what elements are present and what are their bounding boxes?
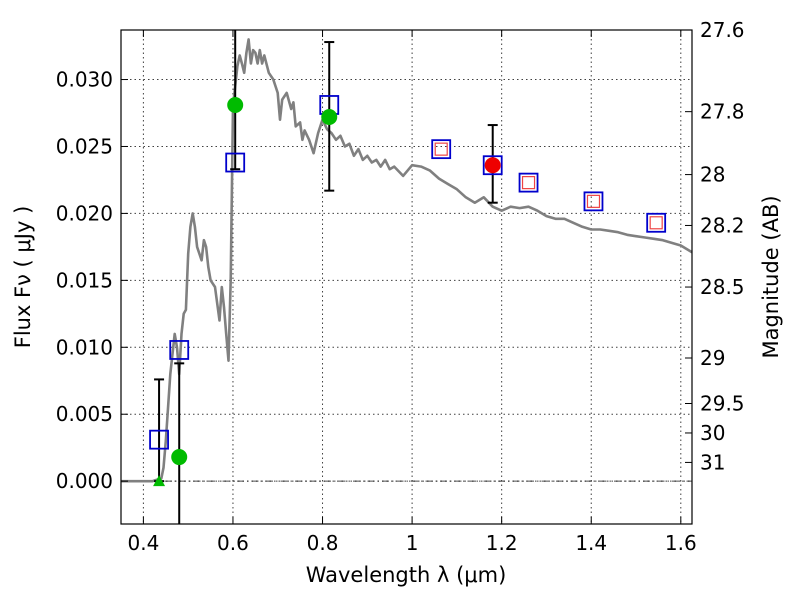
model-photometry-square: [225, 152, 246, 173]
y-tick-label: 0.020: [56, 201, 113, 225]
model-photometry-square: [646, 212, 667, 233]
model-photometry-square: [431, 139, 452, 160]
near-ir-inner-square: [434, 142, 448, 156]
observed-flux-point: [321, 109, 338, 126]
model-photometry-square: [518, 172, 539, 193]
y-axis-title: Flux Fν ( μJy ): [11, 206, 35, 349]
plot-frame: [120, 29, 693, 525]
observed-flux-point: [171, 449, 188, 466]
x-tick-label: 1.4: [575, 531, 607, 555]
right-tick-label: 28.5: [700, 275, 745, 299]
model-photometry-square: [169, 340, 190, 360]
model-photometry-square: [149, 429, 169, 450]
right-tick-label: 28.2: [700, 213, 745, 237]
grid: [121, 30, 692, 524]
y-tick-label: 0.010: [56, 335, 113, 359]
right-tick-label: 29.5: [700, 392, 745, 416]
right-tick-label: 27.8: [700, 100, 745, 124]
x-tick-label: 1.2: [486, 531, 518, 555]
model-spectrum-layer: [121, 38, 693, 483]
x-tick-label: 0.4: [127, 531, 159, 555]
model-photometry-square: [583, 191, 604, 212]
x-tick-label: 1: [406, 531, 419, 555]
right-tick-label: 28: [700, 163, 725, 187]
right-tick-label: 27.6: [700, 18, 745, 42]
x-tick-label: 0.6: [217, 531, 249, 555]
observed-flux-point: [227, 96, 244, 113]
near-ir-inner-square: [586, 194, 601, 208]
y-tick-label: 0.000: [56, 469, 113, 493]
y-tick-label: 0.025: [56, 134, 113, 158]
y-tick-label: 0.015: [56, 268, 113, 292]
y-tick-label: 0.030: [56, 68, 113, 92]
x-axis-title: Wavelength λ (μm): [306, 563, 507, 587]
right-axis-title: Magnitude (AB): [759, 195, 783, 358]
x-tick-label: 0.8: [307, 531, 339, 555]
model-spectrum-line: [121, 38, 693, 483]
near-ir-inner-square: [521, 176, 536, 190]
model-photometry-square: [482, 155, 503, 176]
ticks: 0.4 0.6 0.8 1 1.2 1.4 1.6 0.000 0.005 0.010 0.015 0…: [56, 18, 745, 555]
y-tick-label: 0.005: [56, 402, 113, 426]
right-tick-label: 31: [700, 450, 725, 474]
marker-layer: [149, 95, 667, 487]
highlighted-observation-point: [484, 157, 501, 174]
x-tick-label: 1.6: [665, 531, 697, 555]
right-tick-label: 29: [700, 346, 725, 370]
near-ir-inner-square: [649, 216, 663, 230]
upper-limit-triangle: [153, 475, 166, 487]
right-tick-label: 30: [700, 421, 725, 445]
